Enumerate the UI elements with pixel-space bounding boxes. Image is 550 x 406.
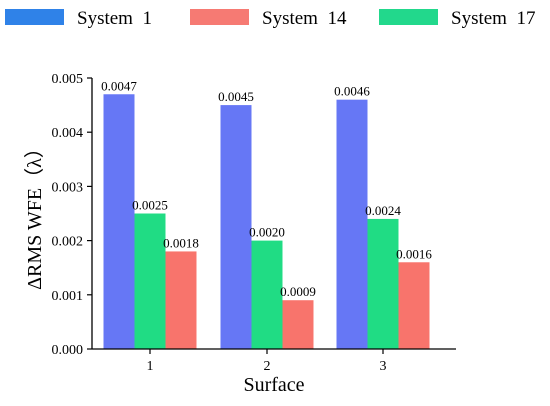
data-label: 0.0025	[132, 198, 168, 213]
y-tick-label: 0.003	[52, 180, 84, 195]
data-label: 0.0018	[163, 235, 199, 250]
legend-label: System 14	[262, 8, 347, 29]
bar	[103, 94, 135, 349]
data-label: 0.0047	[101, 78, 137, 93]
y-tick-label: 0.001	[52, 289, 84, 304]
data-label: 0.0009	[280, 284, 316, 299]
bar	[165, 251, 197, 349]
legend-swatch	[379, 9, 438, 25]
x-tick-label: 1	[147, 359, 154, 374]
data-label: 0.0024	[365, 203, 401, 218]
bar	[134, 213, 166, 349]
bar	[282, 300, 314, 349]
legend-swatch	[5, 9, 64, 25]
y-tick-label: 0.002	[52, 235, 84, 250]
bar	[220, 105, 252, 349]
bar	[251, 240, 283, 349]
data-label: 0.0045	[218, 89, 254, 104]
x-axis-title: Surface	[243, 374, 304, 396]
axes	[91, 78, 456, 350]
data-label: 0.0016	[396, 246, 432, 261]
legend: System 1 System 14 System 17	[5, 8, 535, 29]
y-tick-label: 0.005	[52, 72, 84, 87]
bar	[336, 99, 368, 350]
y-ticks: 0.000 0.001 0.002 0.003 0.004 0.005	[52, 72, 92, 358]
y-tick-label: 0.004	[52, 126, 84, 141]
legend-swatch	[190, 9, 249, 25]
bars	[103, 94, 430, 350]
y-axis-title: ΔRMS WFE（λ）	[23, 138, 46, 290]
bar	[367, 218, 399, 349]
x-tick-label: 2	[264, 359, 271, 374]
y-tick-label: 0.000	[52, 343, 84, 358]
bar	[398, 262, 430, 349]
legend-label: System 17	[451, 8, 535, 29]
x-tick-label: 3	[380, 359, 387, 374]
data-label: 0.0020	[249, 225, 285, 240]
legend-label: System 1	[77, 8, 152, 29]
data-labels: 0.0047 0.0025 0.0018 0.0045 0.0020 0.0009 0.00…	[101, 78, 432, 299]
data-label: 0.0046	[334, 84, 370, 99]
x-ticks: 1 2 3	[147, 349, 387, 374]
